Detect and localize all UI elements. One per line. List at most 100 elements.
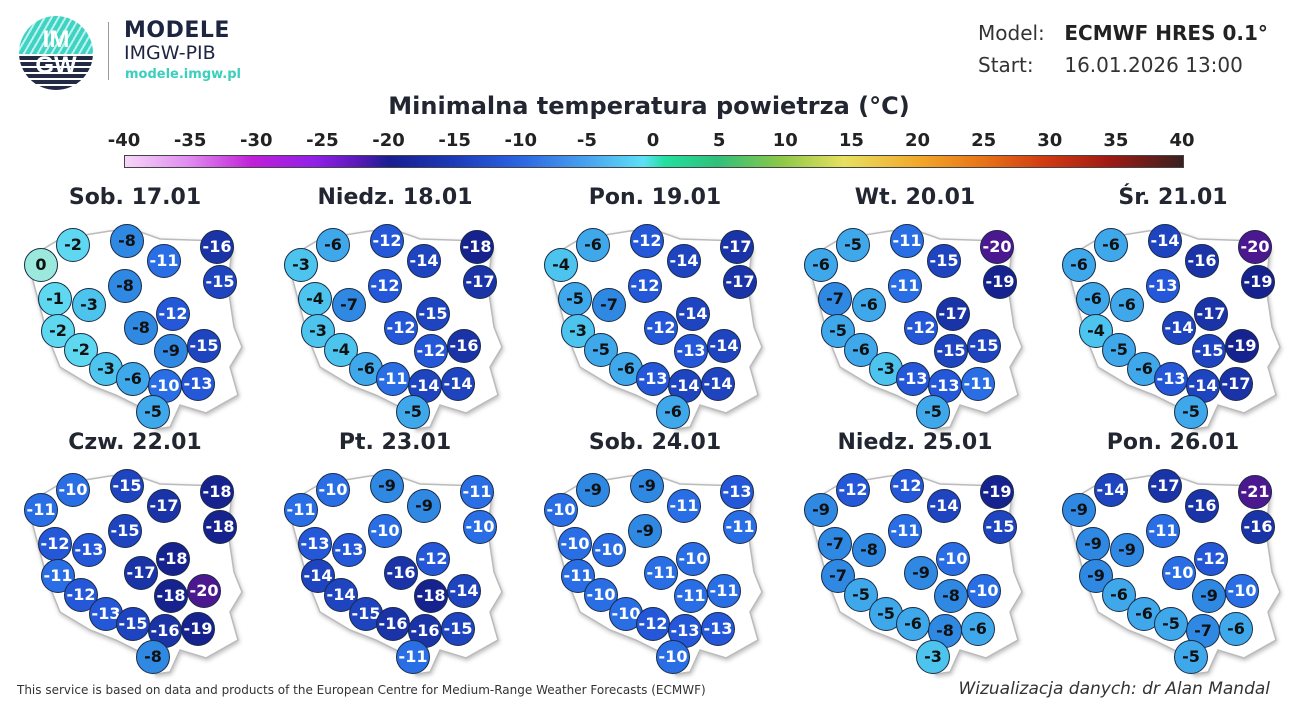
station-temperature: 0 [24,248,58,282]
logo-stripes-bottom [19,54,93,90]
station-temperature: -13 [298,527,332,561]
station-temperature: -14 [1162,311,1196,345]
station-temperature: -6 [1094,228,1128,262]
station-temperature: -5 [1154,607,1188,641]
brand-subtitle: IMGW-PIB [124,42,216,64]
station-temperature: -14 [927,489,961,523]
station-temperature: -12 [368,269,402,303]
attribution: This service is based on data and produc… [17,683,706,697]
station-temperature: -1 [38,282,72,316]
station-temperature: -12 [156,297,190,331]
station-temperature: -12 [630,224,664,258]
station-temperature: -5 [1174,640,1208,674]
station-temperature: -3 [916,640,950,674]
station-temperature: -14 [667,244,701,278]
station-temperature: -9 [407,489,441,523]
model-label: Model: [978,21,1045,45]
station-temperature: -15 [108,514,142,548]
station-temperature: -14 [301,559,335,593]
chart-title: Minimalna temperatura powietrza (°C) [388,92,910,120]
station-temperature: -14 [707,329,741,363]
day-map: Wt. 20.01 -6 -5 -11 -15 -20 -7 -6 -11 -19 -5 -17 -12… [800,185,1060,430]
colorbar-tick: 20 [904,130,931,151]
station-temperature: -4 [544,248,578,282]
station-temperature: -15 [927,244,961,278]
day-label: Pt. 23.01 [338,430,452,455]
station-temperature: -7 [818,527,852,561]
colorbar-tick: -40 [107,130,141,151]
station-temperature: -13 [636,362,670,396]
station-temperature: -17 [723,265,757,299]
station-temperature: -14 [324,578,358,612]
station-temperature: -14 [441,367,475,401]
station-temperature: -12 [38,527,72,561]
station-temperature: -11 [667,489,701,523]
station-temperature: -5 [136,395,170,429]
station-temperature: -8 [852,533,886,567]
station-temperature: -7 [332,288,366,322]
station-temperature: -12 [416,542,450,576]
day-map: Czw. 22.01 -11 -10 -15 -17 -18 -12 -13 -15 -18 -11… [20,430,280,675]
station-temperature: -2 [41,314,75,348]
station-temperature: -5 [844,578,878,612]
model-value: ECMWF HRES 0.1° [1064,21,1268,45]
station-temperature: -9 [1192,579,1226,613]
station-temperature: -21 [1238,475,1272,509]
station-temperature: -18 [414,579,448,613]
colorbar-tick: -20 [372,130,405,151]
station-temperature: -11 [888,269,922,303]
station-temperature: -10 [676,542,710,576]
station-temperature: -2 [64,333,98,367]
station-temperature: -13 [674,334,708,368]
station-temperature: -10 [558,527,592,561]
station-temperature: -10 [1162,556,1196,590]
brand-url[interactable]: modele.imgw.pl [125,67,241,82]
station-temperature: -13 [332,533,366,567]
station-temperature: -12 [414,334,448,368]
station-temperature: -18 [203,510,237,544]
station-temperature: -10 [592,533,626,567]
station-temperature: -4 [324,333,358,367]
station-temperature: -14 [447,574,481,608]
station-temperature: -2 [56,228,90,262]
colorbar [124,155,1184,168]
station-temperature: -8 [108,269,142,303]
colorbar-tick: -35 [173,130,207,151]
station-temperature: -15 [1192,334,1226,368]
imgw-logo: IM GW [19,16,93,90]
station-temperature: -6 [656,395,690,429]
station-temperature: -11 [24,493,58,527]
station-temperature: -16 [376,607,410,641]
start-value: 16.01.2026 13:00 [1064,53,1243,77]
station-temperature: -19 [983,265,1017,299]
day-label: Sob. 24.01 [588,430,722,455]
station-temperature: -13 [896,362,930,396]
station-temperature: -6 [896,607,930,641]
station-temperature: -13 [701,612,735,646]
station-temperature: -6 [116,362,150,396]
station-temperature: -6 [844,333,878,367]
station-temperature: -7 [818,282,852,316]
colorbar-tick: -25 [306,130,339,151]
colorbar-tick: -5 [576,130,597,151]
station-temperature: -9 [370,469,404,503]
station-temperature: -9 [1079,559,1113,593]
station-temperature: -18 [154,579,188,613]
station-temperature: -15 [110,469,144,503]
station-temperature: -6 [804,248,838,282]
station-temperature: -12 [628,269,662,303]
colorbar-tick: 15 [838,130,864,151]
day-label: Pon. 19.01 [588,185,722,210]
station-temperature: -20 [187,574,221,608]
station-temperature: -11 [674,579,708,613]
station-temperature: -6 [316,228,350,262]
station-temperature: -7 [592,288,626,322]
station-temperature: -6 [1219,612,1253,646]
station-temperature: -5 [558,282,592,316]
station-temperature: -14 [407,244,441,278]
station-temperature: -17 [1148,469,1182,503]
day-map: Pt. 23.01 -11 -10 -9 -9 -11 -13 -13 -10 -10 -14 -12… [280,430,540,675]
station-temperature: -13 [1146,269,1180,303]
station-temperature: -6 [1110,288,1144,322]
station-temperature: -14 [668,369,702,403]
